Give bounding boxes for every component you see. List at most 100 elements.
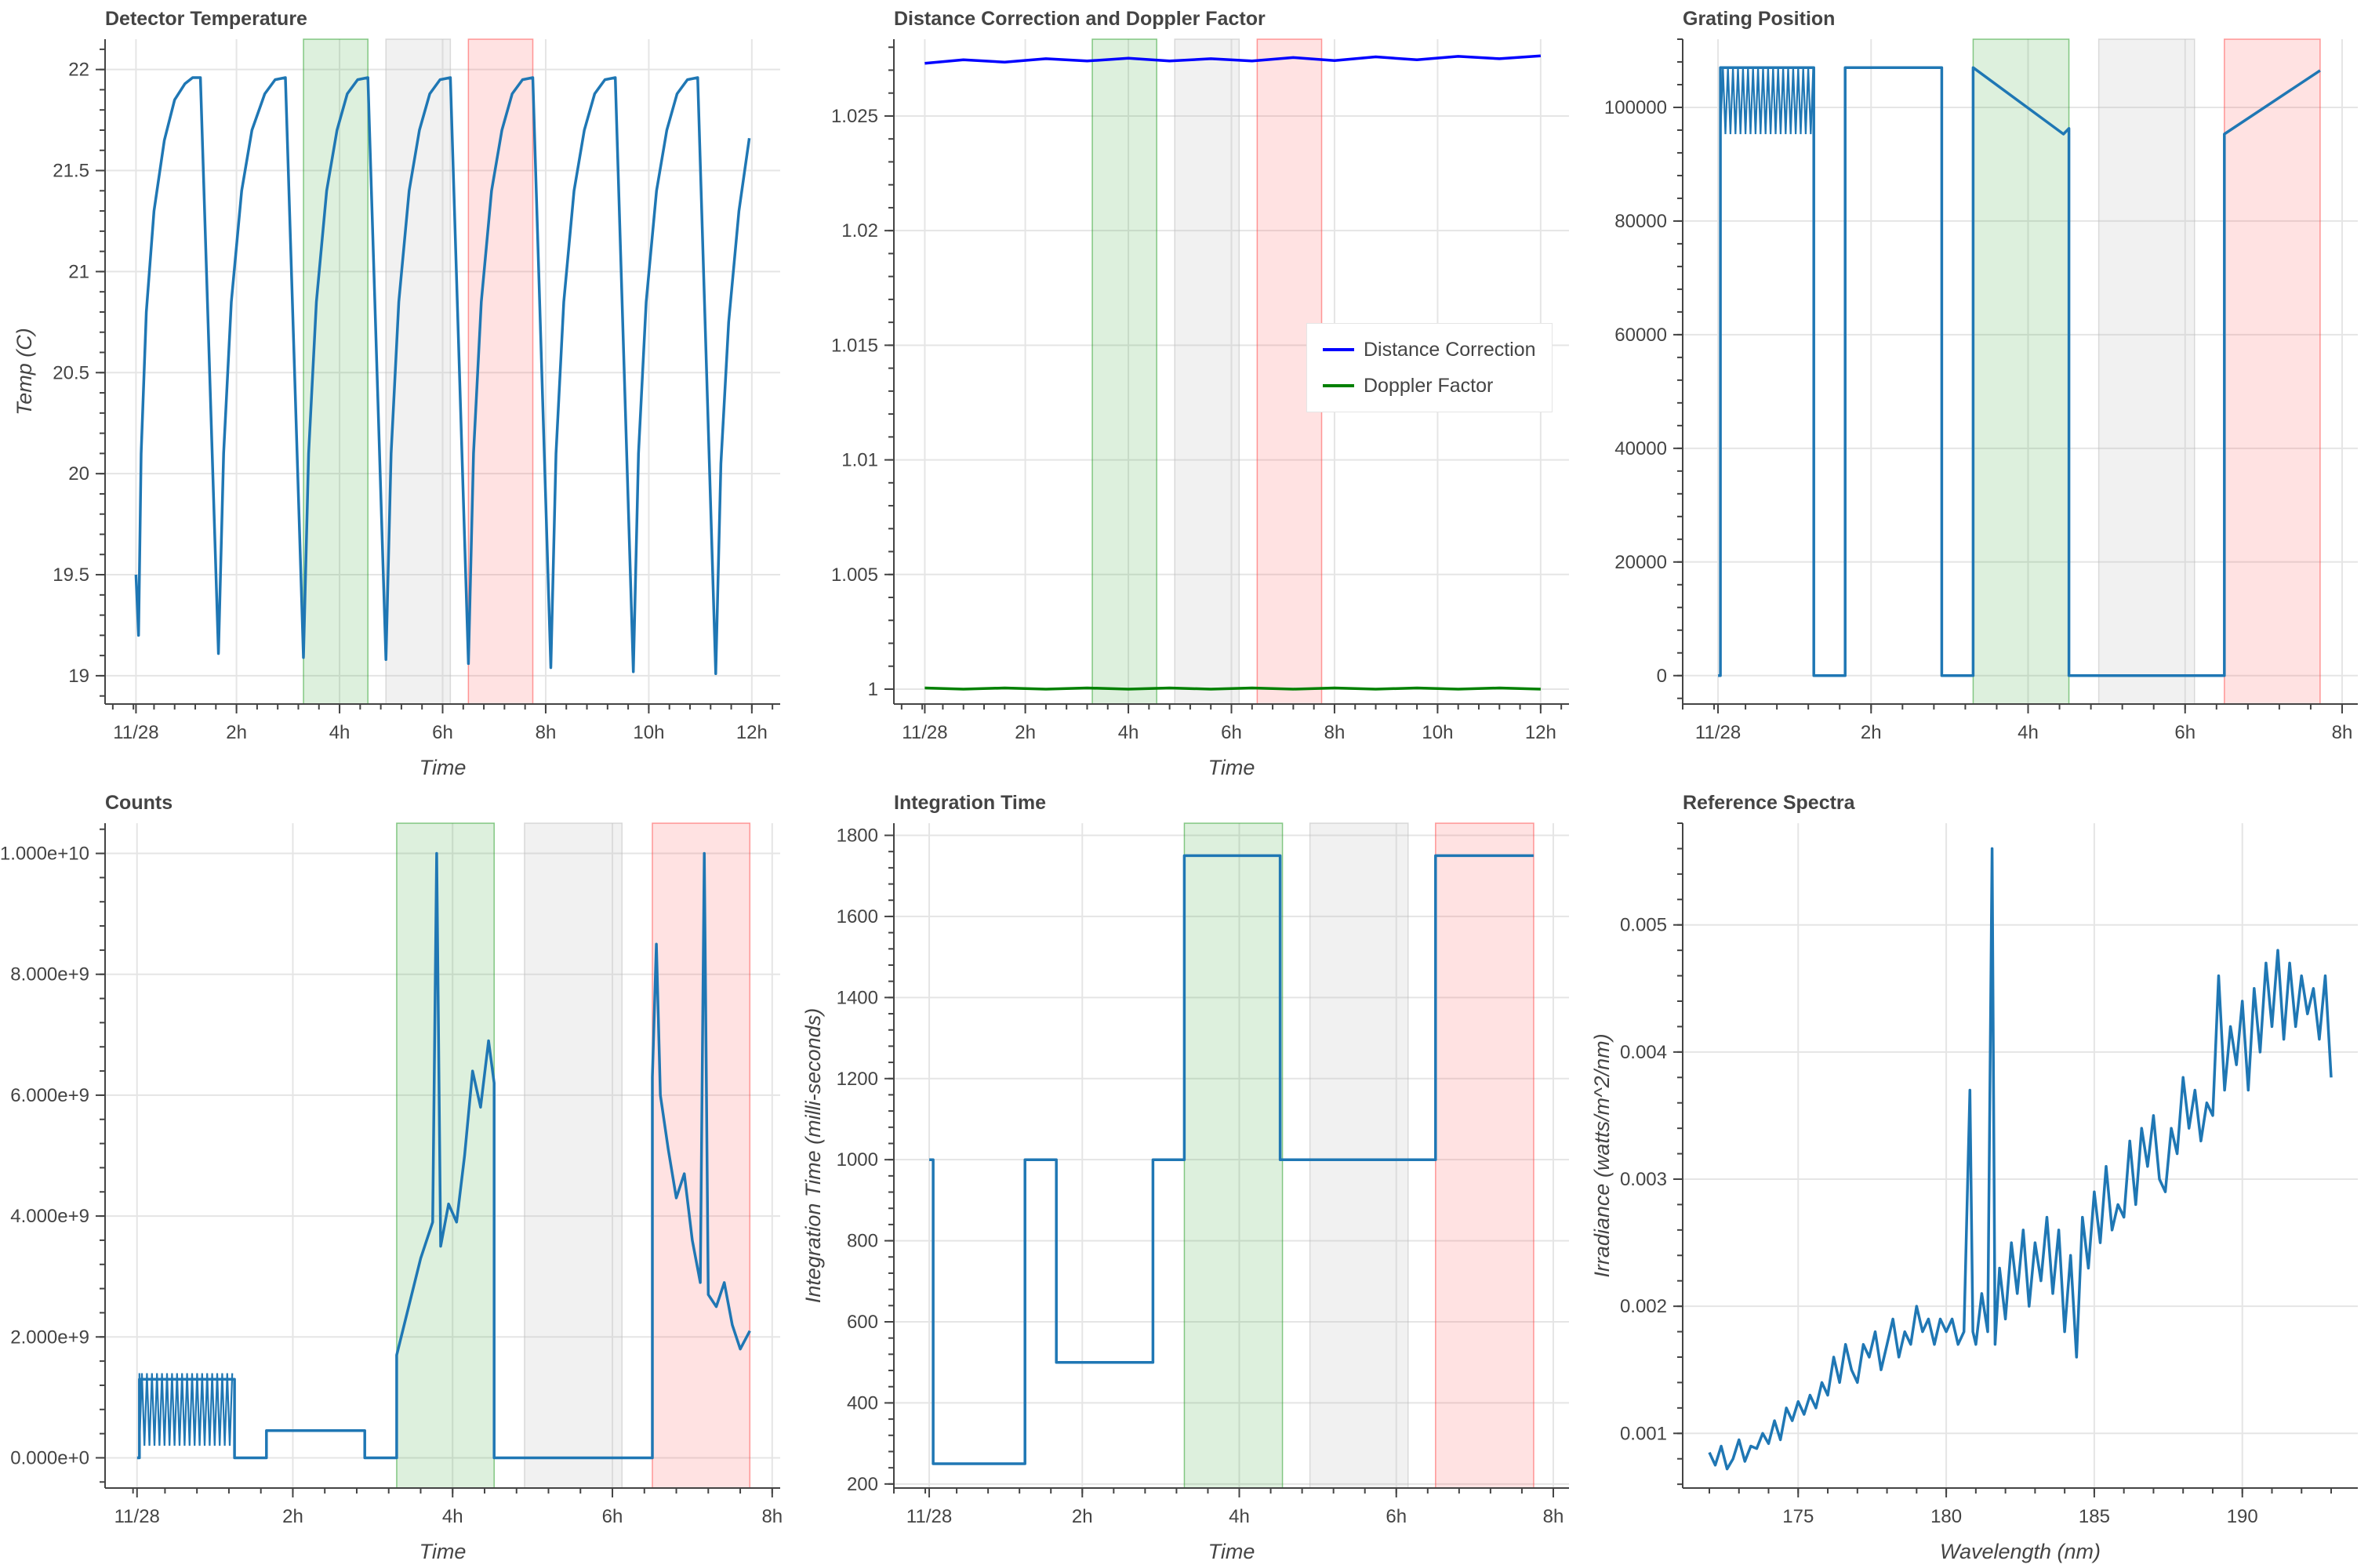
y-tick-label: 40000 xyxy=(1614,438,1667,459)
y-tick-label: 100000 xyxy=(1604,97,1667,118)
chart-title: Integration Time xyxy=(894,792,1047,814)
red-band xyxy=(1435,822,1534,1489)
y-tick-label: 1600 xyxy=(837,906,878,927)
y-tick-label: 1.015 xyxy=(831,335,878,356)
y-tick-label: 1 xyxy=(868,679,878,700)
gray-band xyxy=(1309,822,1409,1489)
distance-doppler-panel: Distance Correction and Doppler Factor 1… xyxy=(789,0,1578,784)
legend-label: Doppler Factor xyxy=(1364,374,1494,397)
series-group xyxy=(134,76,751,676)
gridlines xyxy=(1683,823,2358,1488)
y-tick-label: 4.000e+9 xyxy=(10,1206,89,1227)
grating-position-chart: 11/28 2h 4h 6h 8h 0 20000 40000 60000 80000 100000 xyxy=(1604,38,2358,743)
y-axis-title: Temp (C) xyxy=(13,328,36,416)
detector-temperature-chart: 11/28 2h 4h 6h 8h 10h 12h 19 19.5 20 20.5 21 21.5 22 T… xyxy=(13,38,780,779)
y-tick-label: 600 xyxy=(847,1312,878,1333)
shaded-bands xyxy=(1183,822,1534,1489)
y-tick-label: 0.000e+0 xyxy=(10,1447,89,1468)
gray-band xyxy=(385,38,452,705)
shaded-bands xyxy=(303,38,534,705)
series-group xyxy=(929,854,1534,1465)
series-line xyxy=(1708,847,2333,1471)
y-tick-label: 1.000e+10 xyxy=(0,844,89,865)
y-axis-title: Irradiance (watts/m^2/nm) xyxy=(1590,1033,1614,1277)
x-tick-label: 175 xyxy=(1782,1506,1814,1527)
series-group xyxy=(1718,66,2321,677)
red-band xyxy=(2224,38,2321,705)
x-tick-label: 8h xyxy=(2332,722,2353,743)
x-tick-label: 2h xyxy=(226,722,247,743)
x-tick-label: 8h xyxy=(1324,722,1346,743)
x-tick-label: 6h xyxy=(1221,722,1242,743)
chart-title: Detector Temperature xyxy=(105,8,307,30)
gridlines xyxy=(1683,39,2358,704)
chart-title: Distance Correction and Doppler Factor xyxy=(894,8,1266,30)
y-tick-label: 19 xyxy=(68,666,89,687)
x-axis-title: Time xyxy=(1208,1540,1255,1563)
x-tick-label: 4h xyxy=(1118,722,1139,743)
legend-item-doppler-factor: Doppler Factor xyxy=(1323,368,1536,404)
x-axis-title: Time xyxy=(1208,756,1255,779)
y-tick-label: 800 xyxy=(847,1231,878,1252)
axes: 11/28 2h 4h 6h 8h 10h 12h 1 1.005 1.01 1.015 1.02 1.… xyxy=(831,39,1569,743)
x-tick-label: 6h xyxy=(1386,1506,1407,1527)
x-tick-label: 11/28 xyxy=(114,1506,160,1527)
gridlines xyxy=(105,823,780,1488)
y-tick-label: 1800 xyxy=(837,826,878,847)
x-tick-label: 190 xyxy=(2227,1506,2258,1527)
y-tick-label: 20 xyxy=(68,463,89,485)
gridlines xyxy=(105,39,780,704)
green-band xyxy=(396,822,495,1489)
series-group xyxy=(1708,847,2333,1471)
y-tick-label: 19.5 xyxy=(53,564,89,586)
shaded-bands xyxy=(1972,38,2321,705)
y-tick-label: 1.02 xyxy=(841,220,878,241)
x-tick-label: 10h xyxy=(633,722,664,743)
x-tick-label: 2h xyxy=(1861,722,1882,743)
y-tick-label: 1200 xyxy=(837,1069,878,1090)
y-tick-label: 8.000e+9 xyxy=(10,964,89,985)
chart-title: Counts xyxy=(105,792,173,814)
series-group xyxy=(924,54,1542,691)
x-tick-label: 8h xyxy=(536,722,557,743)
y-tick-label: 400 xyxy=(847,1392,878,1414)
axes: 11/28 2h 4h 6h 8h 0 20000 40000 60000 80000 100000 xyxy=(1604,38,2358,743)
series-line xyxy=(136,851,751,1460)
y-tick-label: 0.004 xyxy=(1620,1042,1667,1063)
grating-position-panel: Grating Position 11/28 2h 4h 6h 8h 0 20000 4000… xyxy=(1578,0,2366,784)
series-line xyxy=(929,854,1534,1465)
x-tick-label: 4h xyxy=(329,722,350,743)
y-tick-label: 1400 xyxy=(837,987,878,1008)
x-tick-label: 8h xyxy=(761,1506,783,1527)
x-tick-label: 10h xyxy=(1422,722,1453,743)
x-axis-title: Time xyxy=(419,1540,467,1563)
legend-swatch xyxy=(1323,348,1354,351)
counts-panel: Counts 11/28 2h 4h 6h 8h 0.000e+0 2.000e+9 4.00… xyxy=(0,784,789,1568)
y-tick-label: 22 xyxy=(68,60,89,81)
y-tick-label: 21.5 xyxy=(53,161,89,182)
axes: 11/28 2h 4h 6h 8h 200 400 600 800 1000 1200 1400 160… xyxy=(837,823,1569,1527)
chart-title: Grating Position xyxy=(1683,8,1836,30)
y-tick-label: 0.003 xyxy=(1620,1169,1667,1190)
chart-title: Reference Spectra xyxy=(1683,792,1855,814)
x-tick-label: 11/28 xyxy=(113,722,158,743)
x-axis-title: Wavelength (nm) xyxy=(1940,1540,2101,1563)
green-band xyxy=(303,38,369,705)
counts-chart: 11/28 2h 4h 6h 8h 0.000e+0 2.000e+9 4.000e+9 6.0… xyxy=(0,822,783,1563)
shaded-bands xyxy=(396,822,751,1489)
x-tick-label: 6h xyxy=(2174,722,2195,743)
y-tick-label: 1.01 xyxy=(841,450,878,471)
x-tick-label: 12h xyxy=(736,722,768,743)
oscillation-line xyxy=(1719,67,1814,135)
x-tick-label: 185 xyxy=(2079,1506,2110,1527)
gray-band xyxy=(524,822,623,1489)
x-tick-label: 11/28 xyxy=(1695,722,1741,743)
series-line xyxy=(924,54,1542,65)
x-tick-label: 4h xyxy=(2018,722,2039,743)
shaded-bands xyxy=(1091,38,1323,705)
y-tick-label: 60000 xyxy=(1614,325,1667,346)
x-tick-label: 2h xyxy=(1015,722,1036,743)
y-tick-label: 21 xyxy=(68,261,89,282)
legend-label: Distance Correction xyxy=(1364,338,1536,361)
y-tick-label: 0.005 xyxy=(1620,915,1667,936)
